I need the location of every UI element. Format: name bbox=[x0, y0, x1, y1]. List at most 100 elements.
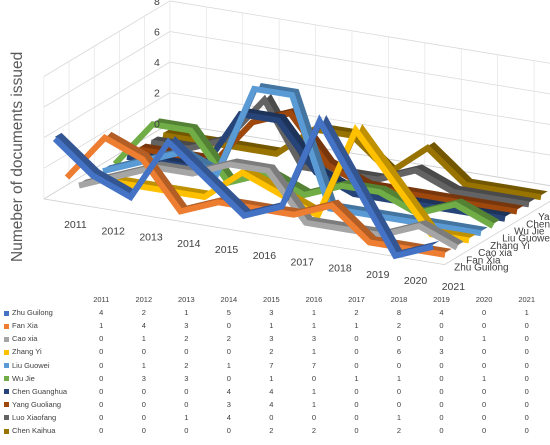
series-depth-label: Liu Guowei bbox=[502, 234, 550, 245]
table-cell: 1 bbox=[99, 321, 104, 331]
table-cell: 0 bbox=[481, 347, 487, 357]
table-header-year: 2015 bbox=[263, 295, 280, 305]
table-row: Zhang Yi 0 0 0 0 2 1 0 6 3 0 0 bbox=[4, 345, 548, 358]
table-cell: 0 bbox=[481, 308, 487, 318]
table-cell: 1 bbox=[396, 412, 402, 422]
table-cell: 8 bbox=[396, 308, 402, 318]
table-cell: 0 bbox=[99, 334, 104, 344]
table-cell: 0 bbox=[524, 412, 529, 422]
table-cell: 0 bbox=[354, 386, 359, 396]
x-tick-label: 2012 bbox=[102, 225, 126, 237]
table-cell: 0 bbox=[99, 399, 104, 409]
table-cell: 1 bbox=[354, 321, 359, 331]
table-cell: 0 bbox=[226, 347, 231, 357]
series-depth-label: Fan Xia bbox=[466, 255, 501, 266]
table-cell: 1 bbox=[141, 334, 146, 344]
table-cell: 1 bbox=[354, 373, 359, 383]
x-tick-label: 2016 bbox=[253, 250, 277, 262]
legend-swatch bbox=[4, 402, 9, 408]
table-cell: 6 bbox=[396, 347, 402, 357]
table-header-year: 2013 bbox=[177, 295, 195, 305]
table-cell: 0 bbox=[99, 360, 104, 370]
gridline-back bbox=[169, 61, 550, 125]
series-depth-label: Wu Jie bbox=[514, 226, 545, 237]
table-cell: 3 bbox=[269, 334, 274, 344]
legend-label: Chen Kaihua bbox=[12, 425, 56, 435]
table-cell: 3 bbox=[269, 308, 274, 318]
series-line bbox=[78, 158, 464, 251]
y-tick-label: 4 bbox=[154, 57, 160, 69]
table-cell: 2 bbox=[141, 308, 146, 318]
table-cell: 0 bbox=[141, 347, 146, 357]
table-cell: 0 bbox=[396, 360, 402, 370]
table-cell: 0 bbox=[184, 386, 189, 396]
table-cell: 3 bbox=[226, 399, 231, 409]
table-header-year: 2019 bbox=[433, 295, 450, 305]
table-cell: 2 bbox=[311, 425, 316, 435]
table-cell: 0 bbox=[184, 425, 189, 435]
table-row: Cao xia 0 1 2 2 3 3 0 0 0 1 0 bbox=[4, 332, 548, 345]
table-cell: 0 bbox=[184, 347, 189, 357]
table-cell: 0 bbox=[524, 425, 529, 435]
chart: 2011201220132014201520162017201820192020… bbox=[9, 0, 550, 290]
series-depth-label: Cao xia bbox=[478, 248, 512, 259]
legend-label: Yang Guoliang bbox=[12, 399, 62, 409]
y-tick-label: 2 bbox=[154, 88, 160, 100]
table-header-year: 2014 bbox=[220, 295, 238, 305]
table-cell: 0 bbox=[226, 425, 231, 435]
table-cell: 1 bbox=[481, 373, 487, 383]
table-cell: 2 bbox=[396, 321, 402, 331]
table-cell: 0 bbox=[311, 373, 316, 383]
table-cell: 4 bbox=[141, 321, 146, 331]
table-row: Zhu Guilong 4 2 1 5 3 1 2 8 4 0 1 bbox=[4, 306, 548, 319]
chart-series bbox=[52, 82, 548, 260]
table-cell: 3 bbox=[439, 347, 444, 357]
table-cell: 0 bbox=[439, 412, 444, 422]
table-cell: 0 bbox=[524, 360, 529, 370]
legend-swatch bbox=[4, 428, 9, 434]
table-cell: 4 bbox=[269, 399, 274, 409]
table-cell: 1 bbox=[311, 321, 316, 331]
table-cell: 0 bbox=[141, 399, 146, 409]
table-cell: 3 bbox=[184, 373, 189, 383]
legend-label: Zhu Guilong bbox=[12, 308, 53, 318]
table-cell: 0 bbox=[141, 412, 146, 422]
x-tick-label: 2013 bbox=[139, 232, 163, 244]
table-cell: 0 bbox=[439, 386, 444, 396]
table-header-year: 2016 bbox=[305, 295, 323, 305]
legend-label: Liu Guowei bbox=[12, 360, 50, 370]
legend-swatch bbox=[4, 323, 9, 329]
series-ribbon-depth bbox=[163, 123, 548, 196]
table-series-name: Yang Guoliang bbox=[4, 398, 80, 411]
table-series-name: Fan Xia bbox=[4, 319, 80, 332]
table-cell: 0 bbox=[524, 334, 529, 344]
table-cell: 0 bbox=[141, 386, 146, 396]
table-series-name: Chen Kaihua bbox=[4, 424, 80, 437]
table-cell: 2 bbox=[396, 425, 402, 435]
table-series-name: Zhang Yi bbox=[4, 345, 80, 358]
table-cell: 0 bbox=[524, 399, 529, 409]
series-line bbox=[52, 114, 440, 260]
table-cell: 4 bbox=[226, 386, 231, 396]
table-cell: 0 bbox=[524, 373, 529, 383]
legend-swatch bbox=[4, 363, 9, 369]
table-cell: 0 bbox=[439, 373, 444, 383]
table-cell: 2 bbox=[184, 360, 189, 370]
table-series-name: Luo Xiaofang bbox=[4, 411, 80, 424]
table-series-name: Cao xia bbox=[4, 332, 80, 345]
table-cell: 1 bbox=[226, 360, 231, 370]
legend-label: Cao xia bbox=[12, 334, 38, 344]
table-header-row: 2011 2012 2013 2014 2015 2016 2017 2018 2019 2020… bbox=[4, 293, 548, 306]
table-cell: 1 bbox=[184, 308, 189, 318]
x-tick-label: 2015 bbox=[215, 244, 239, 256]
table-cell: 0 bbox=[354, 425, 359, 435]
table-header-year: 2021 bbox=[518, 295, 535, 305]
x-tick-label: 2018 bbox=[328, 263, 352, 275]
table-cell: 1 bbox=[311, 308, 316, 318]
table-cell: 1 bbox=[481, 334, 487, 344]
table-header-year: 2017 bbox=[348, 295, 365, 305]
x-tick-label: 2021 bbox=[442, 281, 466, 290]
x-axis-tick-labels: 2011 2012 2013 2014 2015 2016 2017 2018 2019 2020… bbox=[64, 219, 465, 290]
table-cell: 0 bbox=[396, 399, 402, 409]
table-cell: 1 bbox=[311, 399, 316, 409]
